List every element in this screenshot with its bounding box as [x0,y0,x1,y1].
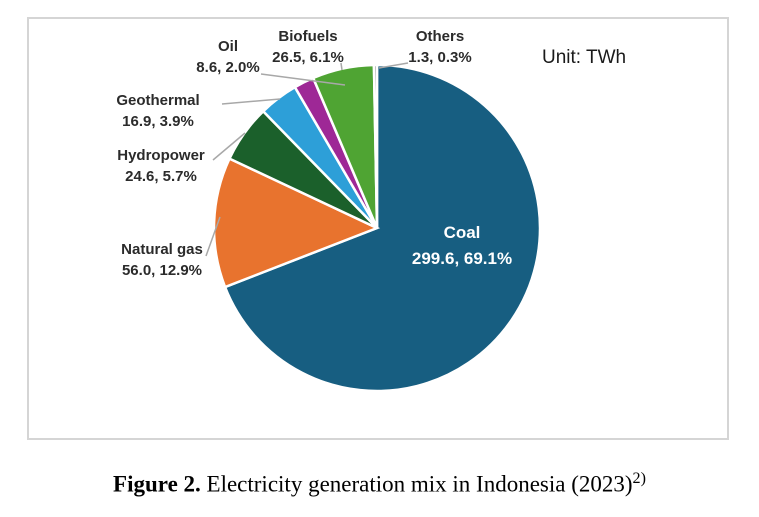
figure-caption: Figure 2. Electricity generation mix in … [0,470,759,498]
label-others: Others 1.3, 0.3% [408,26,471,68]
pie-slice-natural-gas [212,156,381,289]
label-geothermal-name: Geothermal [116,92,200,109]
leader-line-oil [260,73,346,86]
label-natural-gas: Natural gas 56.0, 12.9% [121,239,203,281]
label-others-value: 1.3, 0.3% [408,49,472,66]
label-others-name: Others [415,28,465,45]
leader-line-natural-gas [205,216,221,257]
figure-caption-text: Electricity generation mix in Indonesia … [200,471,633,497]
label-natural-gas-value: 56.0, 12.9% [121,262,203,279]
leader-lines [205,62,409,257]
leader-line-biofuels [340,62,343,71]
figure-caption-prefix: Figure 2. [113,471,201,497]
label-oil-value: 8.6, 2.0% [196,59,260,76]
leader-line-geothermal [221,98,281,105]
label-biofuels-name: Biofuels [278,28,338,45]
label-oil: Oil 8.6, 2.0% [196,36,259,78]
leader-line-others [378,62,409,69]
label-geothermal-value: 16.9, 3.9% [122,113,194,130]
unit-label: Unit: TWh [542,47,627,68]
label-hydropower: Hydropower 24.6, 5.7% [117,145,205,187]
label-geothermal: Geothermal 16.9, 3.9% [116,90,199,132]
pie-slices [212,63,542,393]
pie-slice-coal [223,63,542,393]
label-natural-gas-name: Natural gas [121,241,203,258]
label-coal: Coal 299.6, 69.1% [412,220,512,272]
label-biofuels: Biofuels 26.5, 6.1% [272,26,344,68]
pie-slice-others [372,63,379,229]
leader-line-hydropower [212,132,246,161]
label-coal-value: 299.6, 69.1% [411,249,513,268]
label-oil-name: Oil [217,38,239,55]
label-hydropower-value: 24.6, 5.7% [125,168,197,185]
label-coal-name: Coal [443,223,481,242]
label-hydropower-name: Hydropower [117,147,205,164]
label-biofuels-value: 26.5, 6.1% [272,49,344,66]
figure-caption-superscript: 2) [632,470,646,487]
